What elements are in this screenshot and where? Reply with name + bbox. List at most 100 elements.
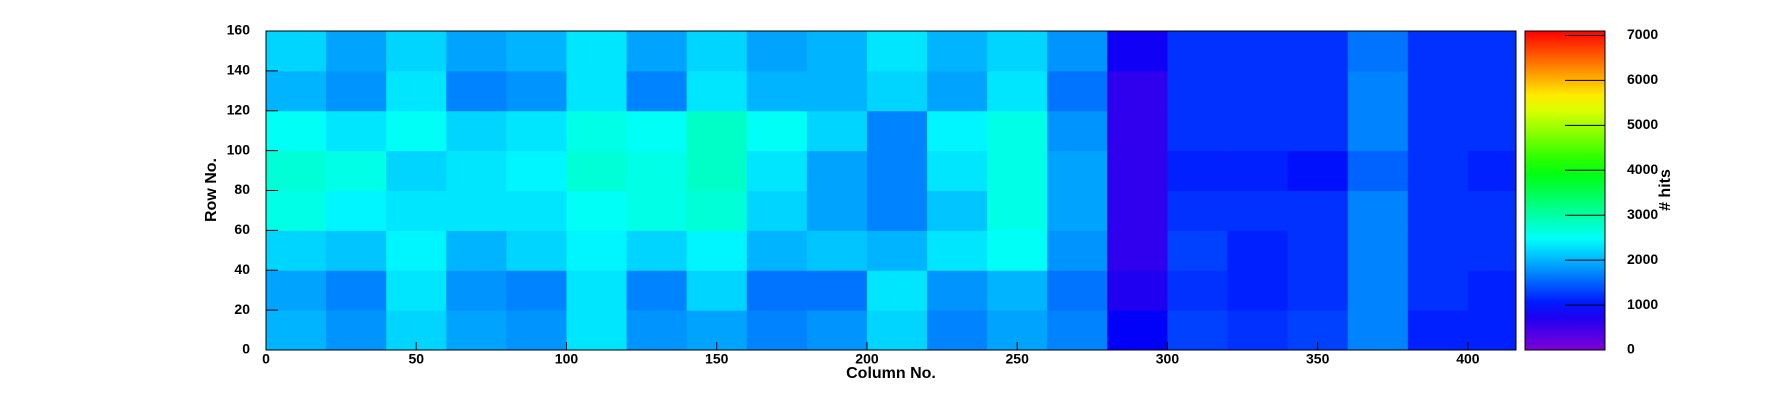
heatmap-cell (1227, 270, 1289, 311)
heatmap-cell (686, 31, 748, 72)
heatmap-cell (326, 190, 387, 231)
heatmap-cell (566, 310, 628, 351)
heatmap-cell (566, 110, 628, 152)
heatmap-cell (386, 31, 447, 72)
y-tick-label: 0 (242, 341, 250, 357)
heatmap-cell (866, 31, 928, 72)
colorbar-tick-label: 0 (1627, 341, 1635, 357)
heatmap-cell (927, 310, 988, 351)
heatmap-cell (506, 31, 567, 72)
heatmap-cell (446, 230, 507, 271)
colorbar-tick-label: 5000 (1627, 116, 1658, 132)
y-tick-label: 60 (234, 221, 250, 237)
heatmap-cell (1227, 190, 1289, 231)
heatmap-cell (446, 31, 507, 72)
heatmap-cell (1167, 150, 1229, 191)
heatmap-cell (626, 110, 688, 152)
heatmap-cell (626, 190, 688, 231)
heatmap-cell (386, 70, 447, 112)
heatmap-cell (506, 110, 567, 152)
heatmap-cell (746, 310, 808, 351)
colorbar-tick-label: 7000 (1627, 26, 1658, 42)
colorbar-tick-label: 3000 (1627, 206, 1658, 222)
heatmap-cell (1467, 190, 1517, 231)
heatmap-cell (506, 230, 567, 271)
heatmap-cell (686, 110, 748, 152)
heatmap-cell (1407, 230, 1469, 271)
heatmap-cell (1107, 310, 1168, 351)
heatmap-cell (446, 150, 507, 191)
heatmap-cell (866, 110, 928, 152)
y-tick-label: 160 (227, 22, 251, 38)
heatmap-cell (806, 310, 868, 351)
heatmap-cell (806, 110, 868, 152)
heatmap-cell (446, 310, 507, 351)
heatmap-cell (446, 110, 507, 152)
heatmap-cell (987, 70, 1048, 112)
heatmap-cell (626, 70, 688, 112)
heatmap-cell (1407, 31, 1469, 72)
heatmap-cell (1167, 310, 1229, 351)
colorbar-tick-label: 1000 (1627, 296, 1658, 312)
heatmap-cell (866, 150, 928, 191)
heatmap-cell (686, 70, 748, 112)
heatmap-cell (1347, 310, 1409, 351)
x-tick-label: 100 (555, 351, 579, 367)
heatmap-cell (1467, 70, 1517, 112)
heatmap-cell (1287, 230, 1349, 271)
heatmap-cell (806, 230, 868, 271)
heatmap-cell (1107, 150, 1168, 191)
heatmap-cell (266, 230, 327, 271)
heatmap-cell (1467, 230, 1517, 271)
heatmap-cell (386, 150, 447, 191)
heatmap-cell (1227, 310, 1289, 351)
heatmap-cell (326, 230, 387, 271)
y-tick-label: 20 (234, 301, 250, 317)
heatmap-cell (326, 150, 387, 191)
heatmap-cell (1467, 310, 1517, 351)
heatmap-cell (866, 70, 928, 112)
heatmap-cell (1047, 110, 1108, 152)
colorbar-tick-label: 4000 (1627, 161, 1658, 177)
heatmap-cell (987, 190, 1048, 231)
heatmap-cell (927, 110, 988, 152)
heatmap-cell (1167, 31, 1229, 72)
heatmap-cell (1407, 70, 1469, 112)
heatmap-cell (326, 110, 387, 152)
heatmap-cell (326, 310, 387, 351)
x-tick-label: 50 (408, 351, 424, 367)
heatmap-cell (626, 310, 688, 351)
x-tick-label: 400 (1456, 351, 1480, 367)
heatmap-cell (266, 310, 327, 351)
heatmap-cell (626, 230, 688, 271)
heatmap-cell (566, 230, 628, 271)
y-tick-label: 80 (234, 181, 250, 197)
heatmap-cell (566, 270, 628, 311)
y-axis-title: Row No. (203, 158, 220, 222)
heatmap-cell (386, 110, 447, 152)
heatmap-cell (266, 31, 327, 72)
heatmap-cell (506, 270, 567, 311)
heatmap-cell (566, 70, 628, 112)
heatmap-cell (1467, 110, 1517, 152)
heatmap-cell (446, 270, 507, 311)
heatmap-cell (806, 270, 868, 311)
heatmap-cell (927, 230, 988, 271)
heatmap-cell (686, 150, 748, 191)
heatmap-cell (987, 110, 1048, 152)
heatmap-cell (686, 230, 748, 271)
heatmap-cell (566, 31, 628, 72)
heatmap-cell (1347, 270, 1409, 311)
heatmap-cell (506, 190, 567, 231)
heatmap-cell (987, 230, 1048, 271)
heatmap-cell (927, 70, 988, 112)
heatmap-cell (1227, 230, 1289, 271)
colorbar-title: # hits (1657, 169, 1674, 211)
x-tick-label: 0 (262, 351, 270, 367)
heatmap-cell (1287, 150, 1349, 191)
heatmap-cell (266, 150, 327, 191)
heatmap-cell (1407, 270, 1469, 311)
heatmap-cell (746, 31, 808, 72)
heatmap-cell (866, 190, 928, 231)
heatmap-cell (866, 310, 928, 351)
